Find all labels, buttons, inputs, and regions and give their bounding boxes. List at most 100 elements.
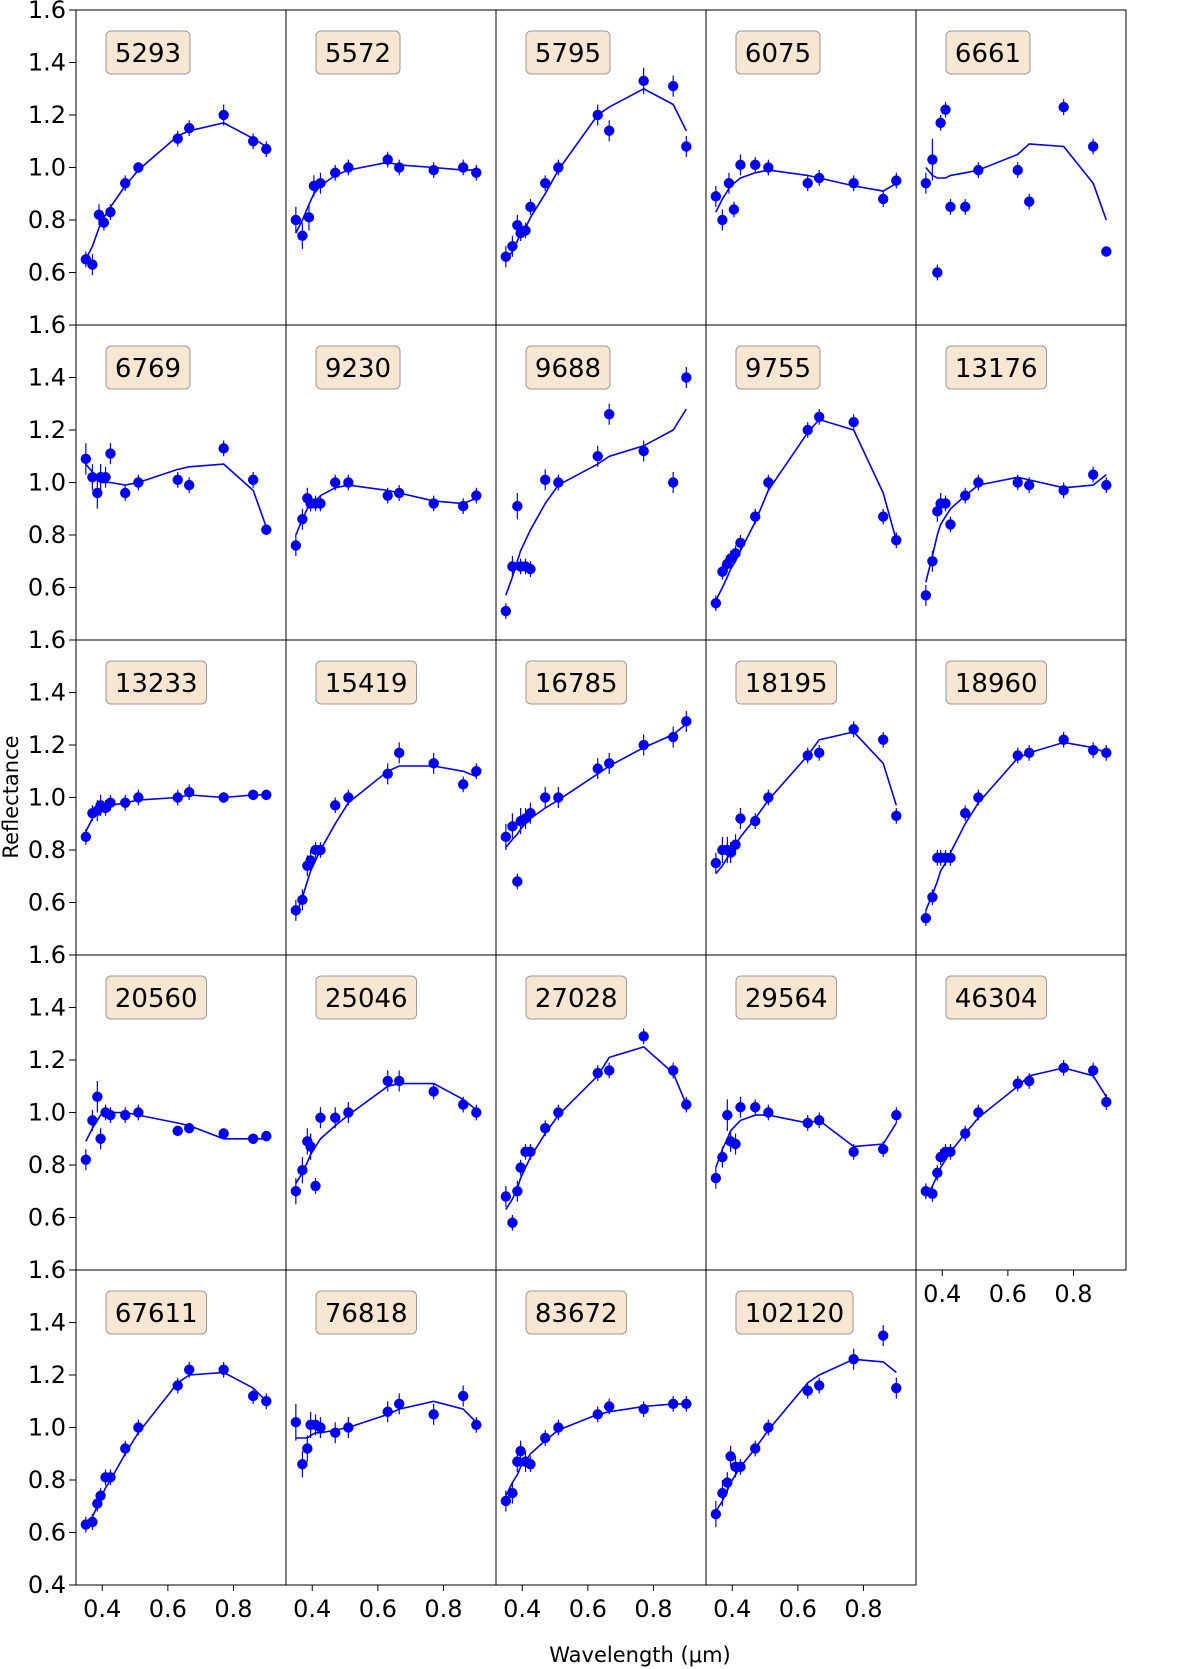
data-point — [184, 787, 195, 798]
data-point — [394, 162, 405, 173]
data-point — [302, 1443, 313, 1454]
data-point — [920, 178, 932, 189]
data-point — [667, 731, 679, 743]
panel-id-box — [945, 345, 1047, 390]
data-point — [728, 204, 740, 215]
data-point — [1058, 734, 1069, 745]
data-point — [92, 487, 103, 499]
y-tick-label: 1.4 — [28, 679, 66, 707]
panel-id-box — [315, 975, 417, 1020]
data-point — [710, 1508, 722, 1520]
y-tick-label: 0.6 — [28, 1204, 66, 1232]
spectrum-panel-6661: 6661 — [915, 9, 1127, 326]
spectrum-panel-9688: 9688 — [495, 324, 707, 641]
spectrum-panel-13233: 13233 — [75, 639, 287, 956]
data-point — [343, 477, 354, 488]
panel-id-label: 83672 — [525, 1290, 627, 1335]
data-point — [1012, 750, 1023, 761]
data-point — [725, 1451, 736, 1462]
data-point — [394, 487, 405, 499]
panel-id-box — [735, 975, 837, 1020]
data-point — [848, 416, 859, 428]
y-tick-label: 1.0 — [28, 784, 66, 812]
data-point — [717, 1151, 728, 1163]
data-point — [710, 191, 722, 202]
spectrum-panel-6075: 6075 — [705, 9, 917, 326]
ticks-layer: 0.6 0.8 1.0 1.2 1.4 1.6 0.6 0.8 1.0 1.2 1.4 1.6 0.6 0… — [28, 0, 1093, 1623]
data-point — [218, 1128, 229, 1139]
data-point — [105, 206, 116, 218]
data-point — [1101, 479, 1112, 491]
data-point — [184, 1123, 195, 1134]
panel-id-text: 5572 — [325, 39, 391, 69]
data-point — [525, 201, 536, 213]
panel-id-label: 6661 — [945, 30, 1031, 75]
data-point — [604, 409, 615, 420]
panel-id-box — [735, 1290, 854, 1335]
y-tick-label: 1.2 — [28, 1361, 66, 1389]
data-point — [428, 498, 439, 509]
data-point — [1087, 745, 1099, 756]
data-point — [172, 1125, 183, 1137]
data-point — [394, 1398, 405, 1410]
y-axis-title: Reflectance — [0, 735, 23, 858]
spectrum-panel-15419: 15419 — [285, 639, 497, 956]
panel-id-text: 9755 — [745, 354, 811, 384]
y-tick-label: 0.8 — [28, 521, 66, 549]
data-point — [133, 162, 144, 173]
panel-id-box — [315, 660, 417, 705]
data-point — [105, 448, 116, 459]
spectrum-panel-25046: 25046 — [285, 954, 497, 1271]
model-line — [85, 122, 267, 260]
data-point — [735, 813, 746, 824]
panel-id-text: 83672 — [535, 1299, 618, 1329]
x-tick-label: 0.4 — [923, 1280, 961, 1308]
y-tick-label: 0.8 — [28, 1466, 66, 1494]
data-point — [681, 716, 692, 727]
data-point — [725, 847, 736, 858]
data-point — [750, 1443, 761, 1454]
data-point — [927, 1188, 938, 1200]
panel-id-box — [735, 30, 821, 75]
panel-id-text: 76818 — [325, 1299, 408, 1329]
data-point — [343, 1422, 354, 1433]
model-line — [925, 143, 1108, 221]
data-point — [802, 1385, 813, 1396]
data-point — [723, 178, 735, 189]
data-point — [932, 506, 943, 517]
panel-id-text: 46304 — [955, 984, 1038, 1014]
spectrum-panel-76818: 76818 — [285, 1269, 497, 1586]
data-point — [290, 540, 302, 551]
x-tick-label: 0.4 — [503, 1595, 541, 1623]
y-tick-label: 1.6 — [28, 941, 66, 969]
data-point — [891, 1382, 902, 1394]
panel-id-box — [105, 975, 207, 1020]
data-point — [927, 556, 938, 567]
data-point — [297, 230, 308, 241]
panel-id-label: 5293 — [105, 30, 191, 75]
panel-id-text: 18960 — [955, 669, 1038, 699]
y-tick-label: 0.6 — [28, 889, 66, 917]
data-point — [730, 839, 741, 850]
data-point — [1024, 479, 1035, 491]
y-tick-label: 1.2 — [28, 1046, 66, 1074]
panel-id-text: 18195 — [745, 669, 828, 699]
data-point — [310, 1180, 321, 1192]
data-point — [315, 1112, 326, 1123]
x-tick-label: 0.4 — [293, 1595, 331, 1623]
data-point — [512, 876, 523, 887]
data-point — [261, 789, 272, 801]
data-point — [750, 815, 761, 827]
panel-id-box — [525, 660, 627, 705]
data-point — [80, 831, 92, 843]
data-point — [80, 453, 92, 465]
data-point — [315, 1422, 326, 1433]
data-point — [604, 1065, 615, 1076]
panel-id-text: 29564 — [745, 984, 828, 1014]
spectrum-panel-6769: 6769 — [75, 324, 287, 641]
x-tick-label: 0.8 — [424, 1595, 462, 1623]
data-point — [932, 1167, 943, 1179]
spectrum-panel-67611: 67611 — [75, 1269, 287, 1586]
panel-id-text: 5795 — [535, 39, 601, 69]
panel-id-label: 9688 — [525, 345, 611, 390]
